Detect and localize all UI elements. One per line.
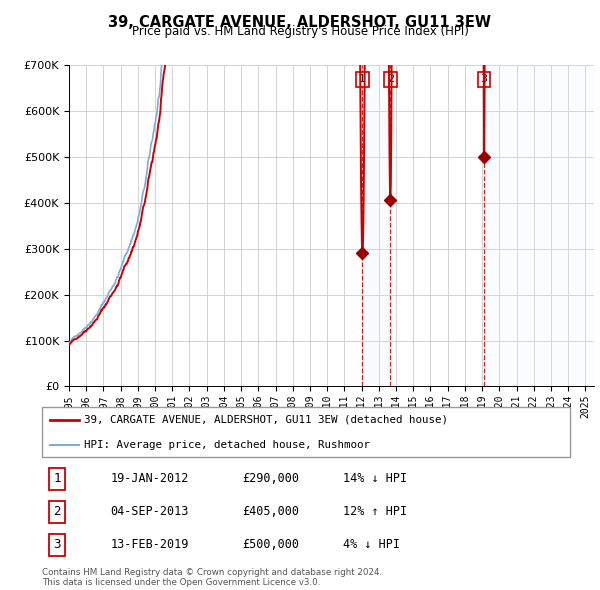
Text: Contains HM Land Registry data © Crown copyright and database right 2024.
This d: Contains HM Land Registry data © Crown c…	[42, 568, 382, 587]
Text: 3: 3	[481, 74, 488, 84]
Text: 14% ↓ HPI: 14% ↓ HPI	[343, 472, 407, 486]
Text: 04-SEP-2013: 04-SEP-2013	[110, 505, 189, 519]
Text: £290,000: £290,000	[242, 472, 299, 486]
Text: £405,000: £405,000	[242, 505, 299, 519]
Text: 2: 2	[53, 505, 61, 519]
FancyBboxPatch shape	[42, 407, 570, 457]
Text: 2: 2	[387, 74, 394, 84]
Text: Price paid vs. HM Land Registry's House Price Index (HPI): Price paid vs. HM Land Registry's House …	[131, 25, 469, 38]
Text: 39, CARGATE AVENUE, ALDERSHOT, GU11 3EW: 39, CARGATE AVENUE, ALDERSHOT, GU11 3EW	[109, 15, 491, 30]
Bar	[362, 65, 391, 386]
Text: 13-FEB-2019: 13-FEB-2019	[110, 538, 189, 552]
Text: 39, CARGATE AVENUE, ALDERSHOT, GU11 3EW (detached house): 39, CARGATE AVENUE, ALDERSHOT, GU11 3EW …	[84, 415, 448, 425]
Text: 4% ↓ HPI: 4% ↓ HPI	[343, 538, 400, 552]
Text: 3: 3	[53, 538, 61, 552]
Text: HPI: Average price, detached house, Rushmoor: HPI: Average price, detached house, Rush…	[84, 440, 370, 450]
Bar	[484, 65, 594, 386]
Text: 1: 1	[53, 472, 61, 486]
Text: 19-JAN-2012: 19-JAN-2012	[110, 472, 189, 486]
Text: £500,000: £500,000	[242, 538, 299, 552]
Text: 1: 1	[359, 74, 366, 84]
Text: 12% ↑ HPI: 12% ↑ HPI	[343, 505, 407, 519]
